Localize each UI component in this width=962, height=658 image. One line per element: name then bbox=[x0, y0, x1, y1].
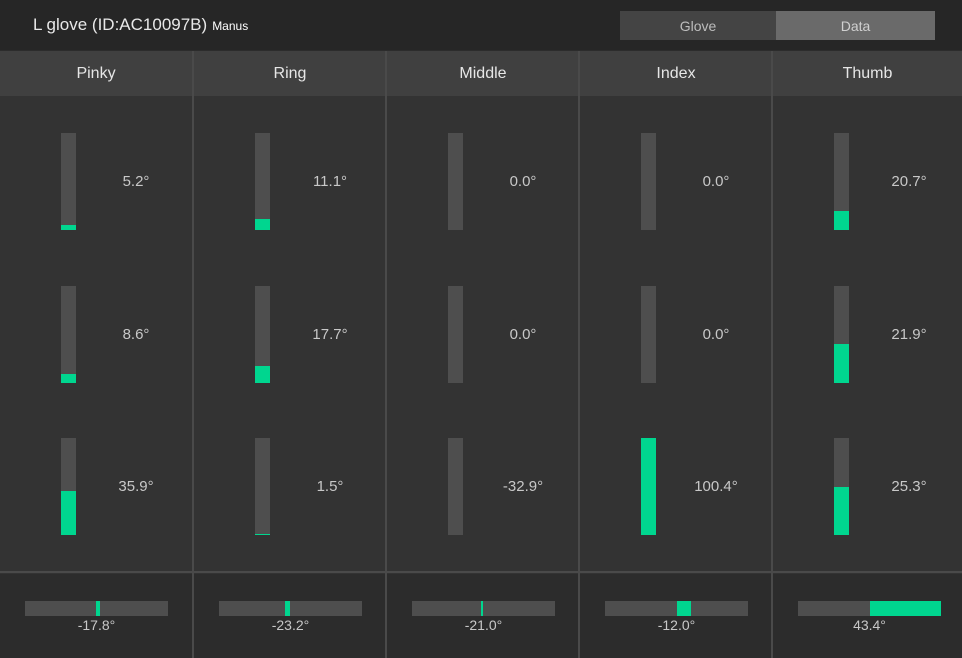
column-header-index: Index bbox=[580, 51, 772, 96]
spread-section-pinky: -17.8° bbox=[0, 574, 192, 658]
window-title: L glove (ID:AC10097B) Manus bbox=[33, 15, 248, 35]
flex-bar-fill bbox=[255, 534, 270, 535]
joint-ring-3: 1.5° bbox=[194, 438, 386, 535]
flex-bar bbox=[448, 286, 463, 383]
tab-glove[interactable]: Glove bbox=[620, 11, 776, 40]
joint-ring-2: 17.7° bbox=[194, 286, 386, 383]
joint-pinky-3: 35.9° bbox=[0, 438, 192, 535]
flex-bar bbox=[61, 286, 76, 383]
tab-data[interactable]: Data bbox=[776, 11, 935, 40]
flex-bar bbox=[641, 133, 656, 230]
spread-angle-value: 43.4° bbox=[853, 617, 886, 633]
spread-section-index: -12.0° bbox=[580, 574, 772, 658]
joint-pinky-2: 8.6° bbox=[0, 286, 192, 383]
joint-index-1: 0.0° bbox=[580, 133, 772, 230]
spread-bar-fill bbox=[284, 601, 291, 616]
flex-bar bbox=[61, 438, 76, 535]
joint-angle-value: 8.6° bbox=[122, 326, 150, 343]
joint-thumb-2: 21.9° bbox=[773, 286, 962, 383]
joint-middle-3: -32.9° bbox=[387, 438, 579, 535]
divider bbox=[192, 51, 194, 658]
joint-thumb-1: 20.7° bbox=[773, 133, 962, 230]
divider bbox=[0, 571, 962, 573]
joint-angle-value: 5.2° bbox=[122, 173, 150, 190]
spread-bar-fill bbox=[676, 601, 691, 616]
joint-pinky-1: 5.2° bbox=[0, 133, 192, 230]
spread-bar bbox=[25, 601, 168, 616]
joint-angle-value: 0.0° bbox=[509, 173, 537, 190]
spread-section-ring: -23.2° bbox=[194, 574, 386, 658]
flex-bar-fill bbox=[834, 486, 849, 535]
flex-bar-fill bbox=[61, 491, 76, 535]
finger-column-index: Index 0.0° 0.0° 100.4° -12.0° bbox=[580, 51, 772, 658]
joint-ring-1: 11.1° bbox=[194, 133, 386, 230]
joint-middle-1: 0.0° bbox=[387, 133, 579, 230]
joint-thumb-3: 25.3° bbox=[773, 438, 962, 535]
spread-angle-value: -21.0° bbox=[464, 617, 503, 633]
joint-middle-2: 0.0° bbox=[387, 286, 579, 383]
flex-bar bbox=[255, 438, 270, 535]
flex-bar-fill bbox=[641, 438, 656, 535]
spread-bar bbox=[798, 601, 941, 616]
joint-angle-value: 21.9° bbox=[891, 326, 927, 343]
column-header-thumb: Thumb bbox=[773, 51, 962, 96]
divider bbox=[385, 51, 387, 658]
finger-column-pinky: Pinky 5.2° 8.6° 35.9° -17.8° bbox=[0, 51, 192, 658]
joint-angle-value: -32.9° bbox=[502, 478, 544, 495]
joint-angle-value: 1.5° bbox=[316, 478, 344, 495]
brand-label: Manus bbox=[212, 19, 249, 33]
column-header-middle: Middle bbox=[387, 51, 579, 96]
flex-bar-fill bbox=[255, 365, 270, 383]
spread-section-thumb: 43.4° bbox=[773, 574, 962, 658]
flex-bar bbox=[61, 133, 76, 230]
joint-angle-value: 100.4° bbox=[694, 478, 738, 495]
flex-bar-fill bbox=[834, 344, 849, 383]
flex-bar bbox=[255, 286, 270, 383]
glove-title: L glove (ID:AC10097B) bbox=[33, 15, 208, 34]
divider bbox=[578, 51, 580, 658]
spread-bar bbox=[219, 601, 362, 616]
spread-bar-fill bbox=[95, 601, 101, 616]
joint-angle-value: 20.7° bbox=[891, 173, 927, 190]
flex-bar bbox=[448, 133, 463, 230]
spread-angle-value: -23.2° bbox=[271, 617, 310, 633]
joint-index-3: 100.4° bbox=[580, 438, 772, 535]
flex-bar bbox=[834, 438, 849, 535]
spread-bar bbox=[605, 601, 748, 616]
header-bar: L glove (ID:AC10097B) Manus Glove Data bbox=[0, 0, 962, 50]
spread-bar bbox=[412, 601, 555, 616]
joint-angle-value: 35.9° bbox=[118, 478, 154, 495]
joint-angle-value: 0.0° bbox=[702, 173, 730, 190]
flex-bar-fill bbox=[834, 210, 849, 230]
flex-bar bbox=[641, 438, 656, 535]
finger-column-middle: Middle 0.0° 0.0° -32.9° -21.0° bbox=[387, 51, 579, 658]
spread-angle-value: -12.0° bbox=[657, 617, 696, 633]
flex-bar bbox=[641, 286, 656, 383]
joint-angle-value: 0.0° bbox=[509, 326, 537, 343]
joint-angle-value: 11.1° bbox=[312, 173, 348, 190]
finger-column-ring: Ring 11.1° 17.7° 1.5° -23.2° bbox=[194, 51, 386, 658]
flex-bar bbox=[255, 133, 270, 230]
column-header-ring: Ring bbox=[194, 51, 386, 96]
flex-bar bbox=[834, 286, 849, 383]
joint-angle-value: 25.3° bbox=[891, 478, 927, 495]
flex-bar-fill bbox=[61, 374, 76, 383]
flex-bar-fill bbox=[61, 225, 76, 230]
joint-index-2: 0.0° bbox=[580, 286, 772, 383]
joint-angle-value: 0.0° bbox=[702, 326, 730, 343]
flex-bar bbox=[834, 133, 849, 230]
spread-bar-fill bbox=[480, 601, 484, 616]
finger-column-thumb: Thumb 20.7° 21.9° 25.3° 43.4° bbox=[773, 51, 962, 658]
column-header-pinky: Pinky bbox=[0, 51, 192, 96]
flex-bar bbox=[448, 438, 463, 535]
divider bbox=[771, 51, 773, 658]
joint-angle-value: 17.7° bbox=[312, 326, 348, 343]
spread-bar-fill bbox=[869, 601, 941, 616]
spread-section-middle: -21.0° bbox=[387, 574, 579, 658]
flex-bar-fill bbox=[255, 219, 270, 230]
spread-angle-value: -17.8° bbox=[77, 617, 116, 633]
